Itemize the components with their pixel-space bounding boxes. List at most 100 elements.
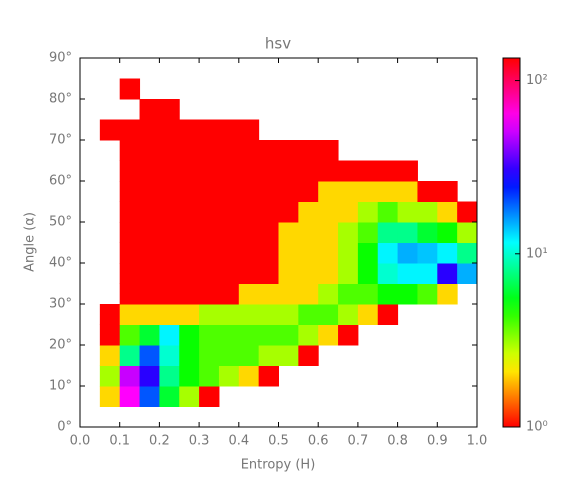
hist-cell [437,140,457,161]
hist-cell [179,119,200,141]
hist-cell [358,79,378,100]
hist-cell [139,140,160,161]
hist-cell [298,99,318,120]
hist-cell [318,345,338,366]
hist-cell [199,160,220,182]
hist-cell [159,140,180,161]
hist-cell [417,79,437,100]
hist-cell [80,120,100,141]
hist-cell [238,304,260,325]
hist-cell [259,120,279,141]
hist-cell [238,140,260,161]
y-tick-label: 30° [49,297,72,312]
hist-cell [457,99,477,120]
hist-cell [358,140,378,161]
hist-cell [238,222,260,243]
hist-cell [398,79,418,100]
hist-cell [139,263,160,284]
hist-cell [119,386,141,407]
hist-cell [417,242,438,264]
hist-cell [298,120,318,141]
hist-cell [437,201,458,223]
hist-cell [80,202,100,223]
hist-cell [259,79,279,100]
hist-cell [278,263,299,284]
hist-cell [279,58,299,79]
hist-cell [238,324,260,346]
y-tick-label: 40° [49,256,72,271]
hist-cell [179,324,200,346]
hist-cell [218,365,240,387]
hist-cell [279,120,299,141]
hist-cell [159,119,180,141]
hist-cell [179,201,200,223]
hist-cell [218,345,240,366]
hist-cell [139,324,160,346]
hist-cell [80,386,100,407]
x-tick-label: 0.1 [109,434,130,449]
hist-cell [279,386,299,407]
colorbar [502,57,521,428]
hist-cell [259,58,279,79]
hist-cell [239,58,259,79]
hist-cell [199,386,220,407]
hist-cell [159,201,180,223]
hist-cell [338,140,358,161]
hist-cell [159,365,180,387]
hist-cell [218,181,240,202]
hist-cell [457,222,478,243]
hist-cell [258,283,279,305]
hist-cell [80,222,100,243]
hist-cell [318,263,339,284]
hist-cell [139,181,160,202]
x-axis-label: Entropy (H) [241,458,316,473]
hist-cell [100,222,120,243]
x-tick-label: 1.0 [467,434,488,449]
hist-cell [199,119,220,141]
hist-cell [437,58,457,79]
hist-cell [139,386,160,407]
hist-cell [199,99,219,120]
hist-cell [99,386,121,407]
hist-cell [199,345,220,366]
hist-cell [298,181,319,202]
y-tick-label: 0° [57,420,72,435]
hist-cell [218,201,240,223]
hist-cell [258,140,279,161]
hist-cell [159,263,180,284]
hist-cell [279,407,299,428]
hist-cell [179,365,200,387]
hist-cell [298,79,318,100]
hist-cell [179,263,200,284]
hist-cell [417,304,437,325]
hist-cell [357,181,379,202]
hist-cell [238,345,260,366]
hist-cell [298,366,318,387]
hist-cell [159,99,180,120]
hist-cell [398,304,418,325]
hist-cell [120,407,140,428]
hist-cell [398,120,418,141]
hist-cell [377,222,399,243]
hist-cell [179,386,200,407]
hist-cell [119,78,141,100]
hist-cell [278,345,299,366]
hist-cell [357,201,379,223]
hist-cell [278,181,299,202]
hist-cell [100,99,120,120]
hist-cell [417,263,438,284]
hist-cell [199,283,220,305]
hist-cell [179,140,200,161]
hist-cell [119,160,141,182]
hist-cell [318,407,338,428]
hist-cell [358,366,378,387]
hist-cell [398,140,418,161]
hist-cell [258,365,279,387]
hist-cell [279,79,299,100]
hist-cell [378,325,398,346]
hist-cell [179,160,200,182]
hist-cell [100,181,120,202]
hist-cell [119,242,141,264]
hist-cell [99,345,121,366]
hist-cell [437,407,457,428]
